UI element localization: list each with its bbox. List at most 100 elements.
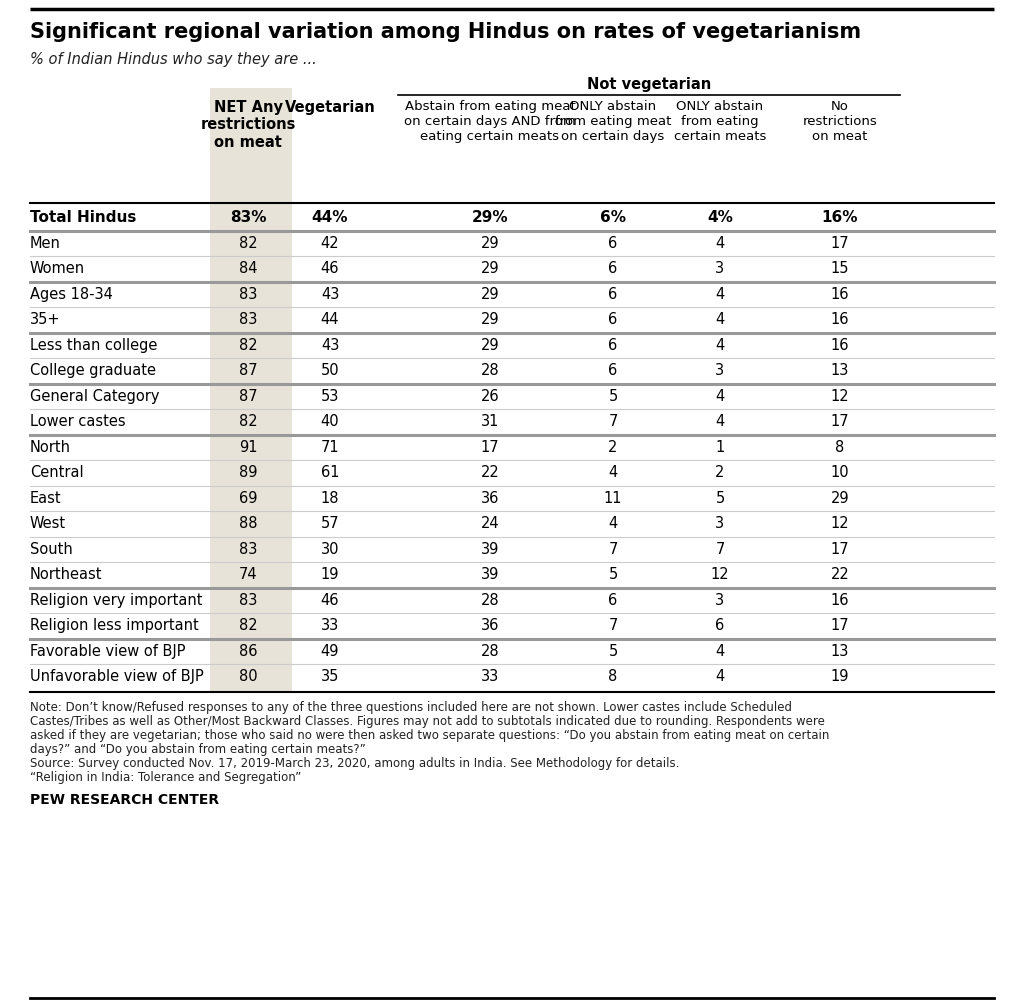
- Text: 26: 26: [480, 388, 500, 403]
- Text: 22: 22: [480, 465, 500, 480]
- Text: 36: 36: [481, 491, 499, 506]
- Text: 29: 29: [480, 312, 500, 327]
- Text: 11: 11: [604, 491, 623, 506]
- Text: 28: 28: [480, 644, 500, 659]
- Text: Less than college: Less than college: [30, 338, 158, 353]
- Text: 4: 4: [716, 414, 725, 430]
- Text: 36: 36: [481, 619, 499, 633]
- Text: 17: 17: [830, 235, 849, 250]
- Text: 74: 74: [239, 567, 257, 582]
- Text: 46: 46: [321, 593, 339, 608]
- Text: 35+: 35+: [30, 312, 60, 327]
- Text: 88: 88: [239, 516, 257, 531]
- Text: 4: 4: [716, 669, 725, 684]
- Text: 17: 17: [830, 619, 849, 633]
- Text: 12: 12: [830, 388, 849, 403]
- Text: 83: 83: [239, 287, 257, 302]
- Text: 4: 4: [608, 516, 617, 531]
- Text: 4: 4: [716, 287, 725, 302]
- Text: North: North: [30, 440, 71, 455]
- Text: 53: 53: [321, 388, 339, 403]
- Text: East: East: [30, 491, 61, 506]
- Text: 89: 89: [239, 465, 257, 480]
- Text: 5: 5: [608, 644, 617, 659]
- Text: 17: 17: [830, 414, 849, 430]
- Text: General Category: General Category: [30, 388, 160, 403]
- Text: Northeast: Northeast: [30, 567, 102, 582]
- Text: 4%: 4%: [707, 210, 733, 225]
- Text: Religion less important: Religion less important: [30, 619, 199, 633]
- Text: 6: 6: [716, 619, 725, 633]
- Text: 4: 4: [716, 388, 725, 403]
- Text: Central: Central: [30, 465, 84, 480]
- Text: 29: 29: [480, 287, 500, 302]
- Text: 39: 39: [481, 567, 499, 582]
- Text: days?” and “Do you abstain from eating certain meats?”: days?” and “Do you abstain from eating c…: [30, 743, 366, 757]
- Text: 84: 84: [239, 262, 257, 277]
- Text: 22: 22: [830, 567, 849, 582]
- Text: 35: 35: [321, 669, 339, 684]
- Text: 13: 13: [830, 644, 849, 659]
- Text: 44%: 44%: [311, 210, 348, 225]
- Text: 6: 6: [608, 287, 617, 302]
- Text: 40: 40: [321, 414, 339, 430]
- Text: 83: 83: [239, 542, 257, 556]
- Text: 80: 80: [239, 669, 257, 684]
- Text: 82: 82: [239, 235, 257, 250]
- Text: 17: 17: [830, 542, 849, 556]
- Text: 12: 12: [830, 516, 849, 531]
- Text: 3: 3: [716, 363, 725, 378]
- Text: 83%: 83%: [229, 210, 266, 225]
- Text: 17: 17: [480, 440, 500, 455]
- Text: Castes/Tribes as well as Other/Most Backward Classes. Figures may not add to sub: Castes/Tribes as well as Other/Most Back…: [30, 715, 825, 728]
- Text: 16: 16: [830, 593, 849, 608]
- Text: 83: 83: [239, 593, 257, 608]
- Text: 16: 16: [830, 287, 849, 302]
- Text: 82: 82: [239, 619, 257, 633]
- Text: 7: 7: [608, 414, 617, 430]
- Text: Favorable view of BJP: Favorable view of BJP: [30, 644, 185, 659]
- Text: 16%: 16%: [821, 210, 858, 225]
- Text: 42: 42: [321, 235, 339, 250]
- Text: 19: 19: [830, 669, 849, 684]
- Text: PEW RESEARCH CENTER: PEW RESEARCH CENTER: [30, 794, 219, 808]
- Text: 6: 6: [608, 338, 617, 353]
- Text: Women: Women: [30, 262, 85, 277]
- Text: 33: 33: [321, 619, 339, 633]
- Text: 49: 49: [321, 644, 339, 659]
- Text: 6: 6: [608, 262, 617, 277]
- Text: 3: 3: [716, 516, 725, 531]
- Text: % of Indian Hindus who say they are ...: % of Indian Hindus who say they are ...: [30, 52, 316, 67]
- Text: South: South: [30, 542, 73, 556]
- Text: 29: 29: [830, 491, 849, 506]
- Text: 57: 57: [321, 516, 339, 531]
- Text: 1: 1: [716, 440, 725, 455]
- Text: 13: 13: [830, 363, 849, 378]
- Text: 29%: 29%: [472, 210, 508, 225]
- Text: 83: 83: [239, 312, 257, 327]
- Bar: [210, 88, 292, 691]
- Text: 31: 31: [481, 414, 499, 430]
- Text: 18: 18: [321, 491, 339, 506]
- Text: Abstain from eating meat
on certain days AND from
eating certain meats: Abstain from eating meat on certain days…: [404, 100, 575, 143]
- Text: West: West: [30, 516, 67, 531]
- Text: 4: 4: [716, 235, 725, 250]
- Text: ONLY abstain
from eating
certain meats: ONLY abstain from eating certain meats: [674, 100, 766, 143]
- Text: “Religion in India: Tolerance and Segregation”: “Religion in India: Tolerance and Segreg…: [30, 772, 301, 785]
- Text: Significant regional variation among Hindus on rates of vegetarianism: Significant regional variation among Hin…: [30, 22, 861, 42]
- Text: 91: 91: [239, 440, 257, 455]
- Text: 19: 19: [321, 567, 339, 582]
- Text: 2: 2: [608, 440, 617, 455]
- Text: 8: 8: [608, 669, 617, 684]
- Text: Lower castes: Lower castes: [30, 414, 126, 430]
- Text: 43: 43: [321, 338, 339, 353]
- Text: 87: 87: [239, 388, 257, 403]
- Text: 6: 6: [608, 235, 617, 250]
- Text: 46: 46: [321, 262, 339, 277]
- Text: 6: 6: [608, 593, 617, 608]
- Text: Ages 18-34: Ages 18-34: [30, 287, 113, 302]
- Text: Source: Survey conducted Nov. 17, 2019-March 23, 2020, among adults in India. Se: Source: Survey conducted Nov. 17, 2019-M…: [30, 758, 679, 771]
- Text: ONLY abstain
from eating meat
on certain days: ONLY abstain from eating meat on certain…: [555, 100, 671, 143]
- Text: College graduate: College graduate: [30, 363, 156, 378]
- Text: NET Any
restrictions
on meat: NET Any restrictions on meat: [201, 100, 296, 150]
